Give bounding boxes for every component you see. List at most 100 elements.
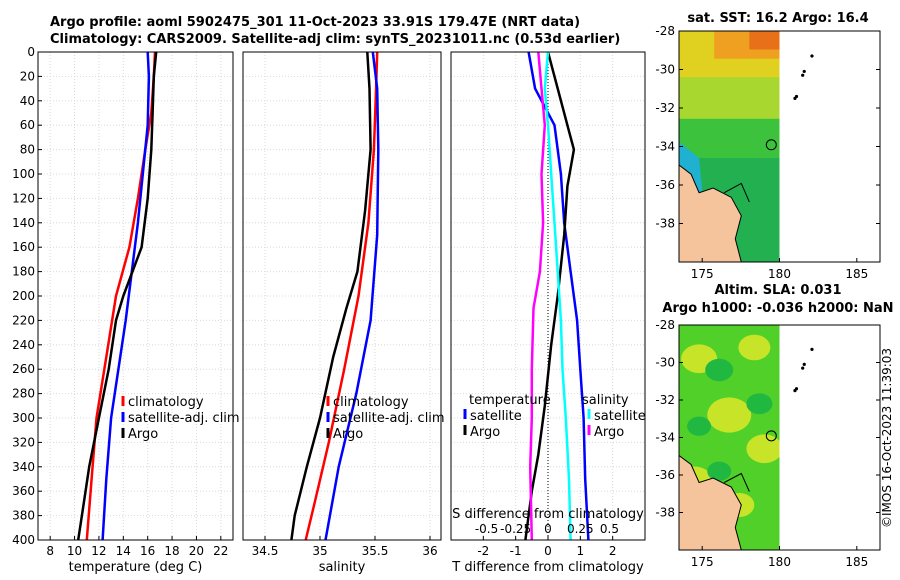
ytick-label: 40 bbox=[20, 94, 35, 108]
ytick-label: 160 bbox=[12, 240, 35, 254]
map-field bbox=[679, 31, 780, 262]
map-ytick-label: -34 bbox=[655, 431, 675, 445]
ytick-label: 300 bbox=[12, 411, 35, 425]
figure-title-line1: Argo profile: aoml 5902475_301 11-Oct-20… bbox=[50, 15, 581, 30]
map-ytick-label: -28 bbox=[655, 24, 675, 38]
salinity-legend-label: Argo bbox=[333, 427, 363, 442]
temperature-xtick-label: 12 bbox=[91, 544, 106, 558]
salinity-panel bbox=[242, 51, 442, 541]
ytick-label: 20 bbox=[20, 69, 35, 83]
ytick-label: 340 bbox=[12, 460, 35, 474]
temperature-legend-label: climatology bbox=[128, 395, 204, 410]
map-xtick-label: 180 bbox=[768, 267, 791, 281]
island-marker bbox=[801, 73, 805, 77]
map-ytick-label: -32 bbox=[655, 393, 675, 407]
map-ytick-label: -34 bbox=[655, 140, 675, 154]
temperature-series-0 bbox=[85, 51, 157, 541]
map2-title-line2: Argo h1000: -0.036 h2000: NaN bbox=[662, 301, 893, 316]
sst-hottest-patch bbox=[749, 31, 780, 50]
diff-legend-label: Argo bbox=[594, 425, 624, 440]
argo-position-marker bbox=[765, 139, 777, 151]
ytick-label: 260 bbox=[12, 362, 35, 376]
ytick-label: 280 bbox=[12, 387, 35, 401]
diff-top-tick-label: 0.25 bbox=[567, 522, 594, 536]
difference-series-3 bbox=[528, 51, 547, 541]
map-ytick-label: -28 bbox=[655, 318, 675, 332]
ytick-label: 200 bbox=[12, 289, 35, 303]
island-marker bbox=[793, 96, 797, 100]
map-ytick-label: -30 bbox=[655, 356, 675, 370]
temperature-series-2 bbox=[76, 51, 158, 541]
ytick-label: 220 bbox=[12, 313, 35, 327]
salinity-series-1 bbox=[324, 51, 380, 541]
diff-top-tick-label: -0.5 bbox=[475, 522, 498, 536]
difference-xtick-label: -1 bbox=[510, 544, 522, 558]
map-ytick-label: -30 bbox=[655, 63, 675, 77]
ytick-label: 100 bbox=[12, 167, 35, 181]
temperature-xtick-label: 22 bbox=[213, 544, 228, 558]
land-north-island bbox=[679, 454, 742, 550]
argo-position-marker bbox=[765, 430, 777, 442]
salinity-legend-label: climatology bbox=[333, 395, 409, 410]
ytick-label: 180 bbox=[12, 265, 35, 279]
map-field bbox=[679, 325, 780, 550]
island-marker bbox=[802, 69, 806, 74]
ytick-label: 320 bbox=[12, 435, 35, 449]
ytick-label: 360 bbox=[12, 484, 35, 498]
sla-low-blob bbox=[707, 461, 732, 481]
map-panel-0 bbox=[678, 30, 881, 263]
temperature-xtick-label: 18 bbox=[164, 544, 179, 558]
temperature-xlabel: temperature (deg C) bbox=[69, 560, 203, 575]
map-xtick-label: 180 bbox=[768, 555, 791, 569]
sla-low-blob bbox=[687, 416, 712, 436]
map-xtick-label: 175 bbox=[691, 267, 714, 281]
temperature-legend-label: Argo bbox=[128, 427, 158, 442]
sla-high-blob bbox=[707, 397, 752, 433]
sla-low-blob bbox=[705, 358, 734, 382]
difference-xtick-label: 0 bbox=[544, 544, 552, 558]
temperature-legend-label: satellite-adj. clim bbox=[128, 411, 240, 426]
sla-high-blob bbox=[738, 334, 771, 361]
map-xtick-label: 175 bbox=[691, 555, 714, 569]
diff-legend-label: satellite bbox=[594, 409, 646, 424]
salinity-xtick-label: 35.5 bbox=[362, 544, 389, 558]
temperature-xtick-label: 8 bbox=[46, 544, 54, 558]
diff-xlabel-top: S difference from climatology bbox=[452, 507, 644, 522]
temperature-xtick-label: 20 bbox=[189, 544, 204, 558]
island-marker bbox=[810, 347, 814, 351]
ytick-label: 0 bbox=[27, 45, 35, 59]
ytick-label: 80 bbox=[20, 143, 35, 157]
copyright-stamp: ©IMOS 16-Oct-2023 11:39:03 bbox=[880, 347, 894, 528]
legend-title-salinity: salinity bbox=[582, 393, 629, 408]
map1-title: sat. SST: 16.2 Argo: 16.4 bbox=[687, 11, 868, 26]
temperature-panel bbox=[37, 51, 234, 541]
difference-xtick-label: -2 bbox=[477, 544, 489, 558]
map-ytick-label: -36 bbox=[655, 468, 675, 482]
map-xtick-label: 185 bbox=[845, 555, 868, 569]
difference-xtick-label: 1 bbox=[577, 544, 585, 558]
island-marker bbox=[810, 54, 814, 58]
land-north-island bbox=[679, 164, 742, 262]
map-panel-1 bbox=[678, 324, 881, 551]
map-ytick-label: -36 bbox=[655, 178, 675, 192]
ytick-label: 380 bbox=[12, 509, 35, 523]
difference-series-2 bbox=[543, 51, 572, 541]
ytick-label: 400 bbox=[12, 533, 35, 547]
salinity-series-0 bbox=[304, 51, 379, 541]
island-marker bbox=[802, 362, 806, 366]
diff-legend-label: Argo bbox=[470, 425, 500, 440]
coast-contour bbox=[723, 182, 750, 203]
map2-title-line1: Altim. SLA: 0.031 bbox=[715, 283, 842, 298]
temperature-xtick-label: 10 bbox=[67, 544, 82, 558]
ytick-label: 60 bbox=[20, 118, 35, 132]
difference-series-1 bbox=[524, 51, 576, 541]
coast-contour bbox=[723, 472, 750, 492]
ytick-label: 140 bbox=[12, 216, 35, 230]
salinity-xlabel: salinity bbox=[319, 560, 366, 575]
map-ytick-label: -32 bbox=[655, 101, 675, 115]
sla-high-blob bbox=[746, 434, 780, 464]
ytick-label: 120 bbox=[12, 191, 35, 205]
figure-title-line2: Climatology: CARS2009. Satellite-adj cli… bbox=[50, 32, 621, 47]
diff-top-tick-label: -0.25 bbox=[500, 522, 531, 536]
